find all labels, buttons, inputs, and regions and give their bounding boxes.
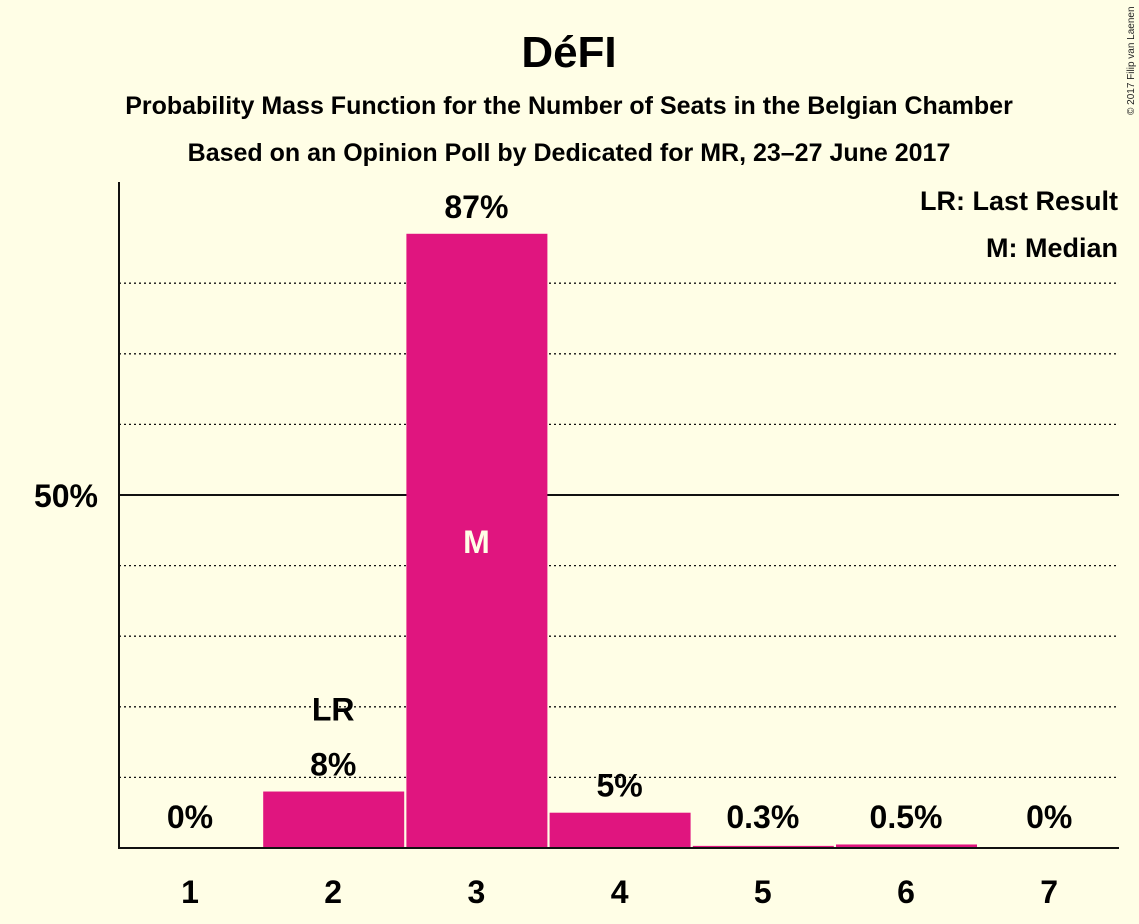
x-tick-labels: 1 2 3 4 5 6 7 [181, 874, 1058, 910]
bar-4 [549, 812, 691, 848]
median-marker: M [463, 524, 490, 560]
last-result-marker: LR [312, 692, 355, 728]
x-tick-label-5: 5 [754, 874, 772, 910]
chart-subtitle-line-2: Based on an Opinion Poll by Dedicated fo… [188, 139, 951, 167]
bars [263, 233, 977, 848]
bar-6 [836, 844, 977, 848]
value-label-3: 87% [444, 189, 508, 225]
value-label-2: 8% [310, 747, 356, 783]
value-labels: 0% 8% LR M 87% 5% 0.3% 0.5% 0% [167, 189, 1072, 835]
value-label-6: 0.5% [870, 799, 943, 835]
legend-last-result: LR: Last Result [920, 186, 1118, 216]
bar-5 [692, 845, 834, 848]
bar-3 [406, 233, 548, 848]
x-tick-label-7: 7 [1040, 874, 1058, 910]
x-tick-label-2: 2 [324, 874, 342, 910]
value-label-5: 0.3% [726, 799, 799, 835]
chart-subtitle-line-1: Probability Mass Function for the Number… [125, 92, 1013, 120]
x-tick-label-6: 6 [897, 874, 915, 910]
y-tick-label: 50% [34, 478, 98, 514]
value-label-1: 0% [167, 799, 213, 835]
value-label-4: 5% [596, 768, 642, 804]
chart-title: DéFI [521, 28, 616, 77]
bar-2 [263, 791, 405, 848]
value-label-7: 0% [1026, 799, 1072, 835]
legend-median: M: Median [986, 233, 1118, 263]
gridlines [119, 282, 1119, 779]
x-tick-label-4: 4 [611, 874, 629, 910]
x-tick-label-3: 3 [468, 874, 486, 910]
copyright-text: © 2017 Filip van Laenen [1126, 6, 1137, 115]
x-tick-label-1: 1 [181, 874, 199, 910]
y-tick-labels: 50% [34, 478, 98, 514]
